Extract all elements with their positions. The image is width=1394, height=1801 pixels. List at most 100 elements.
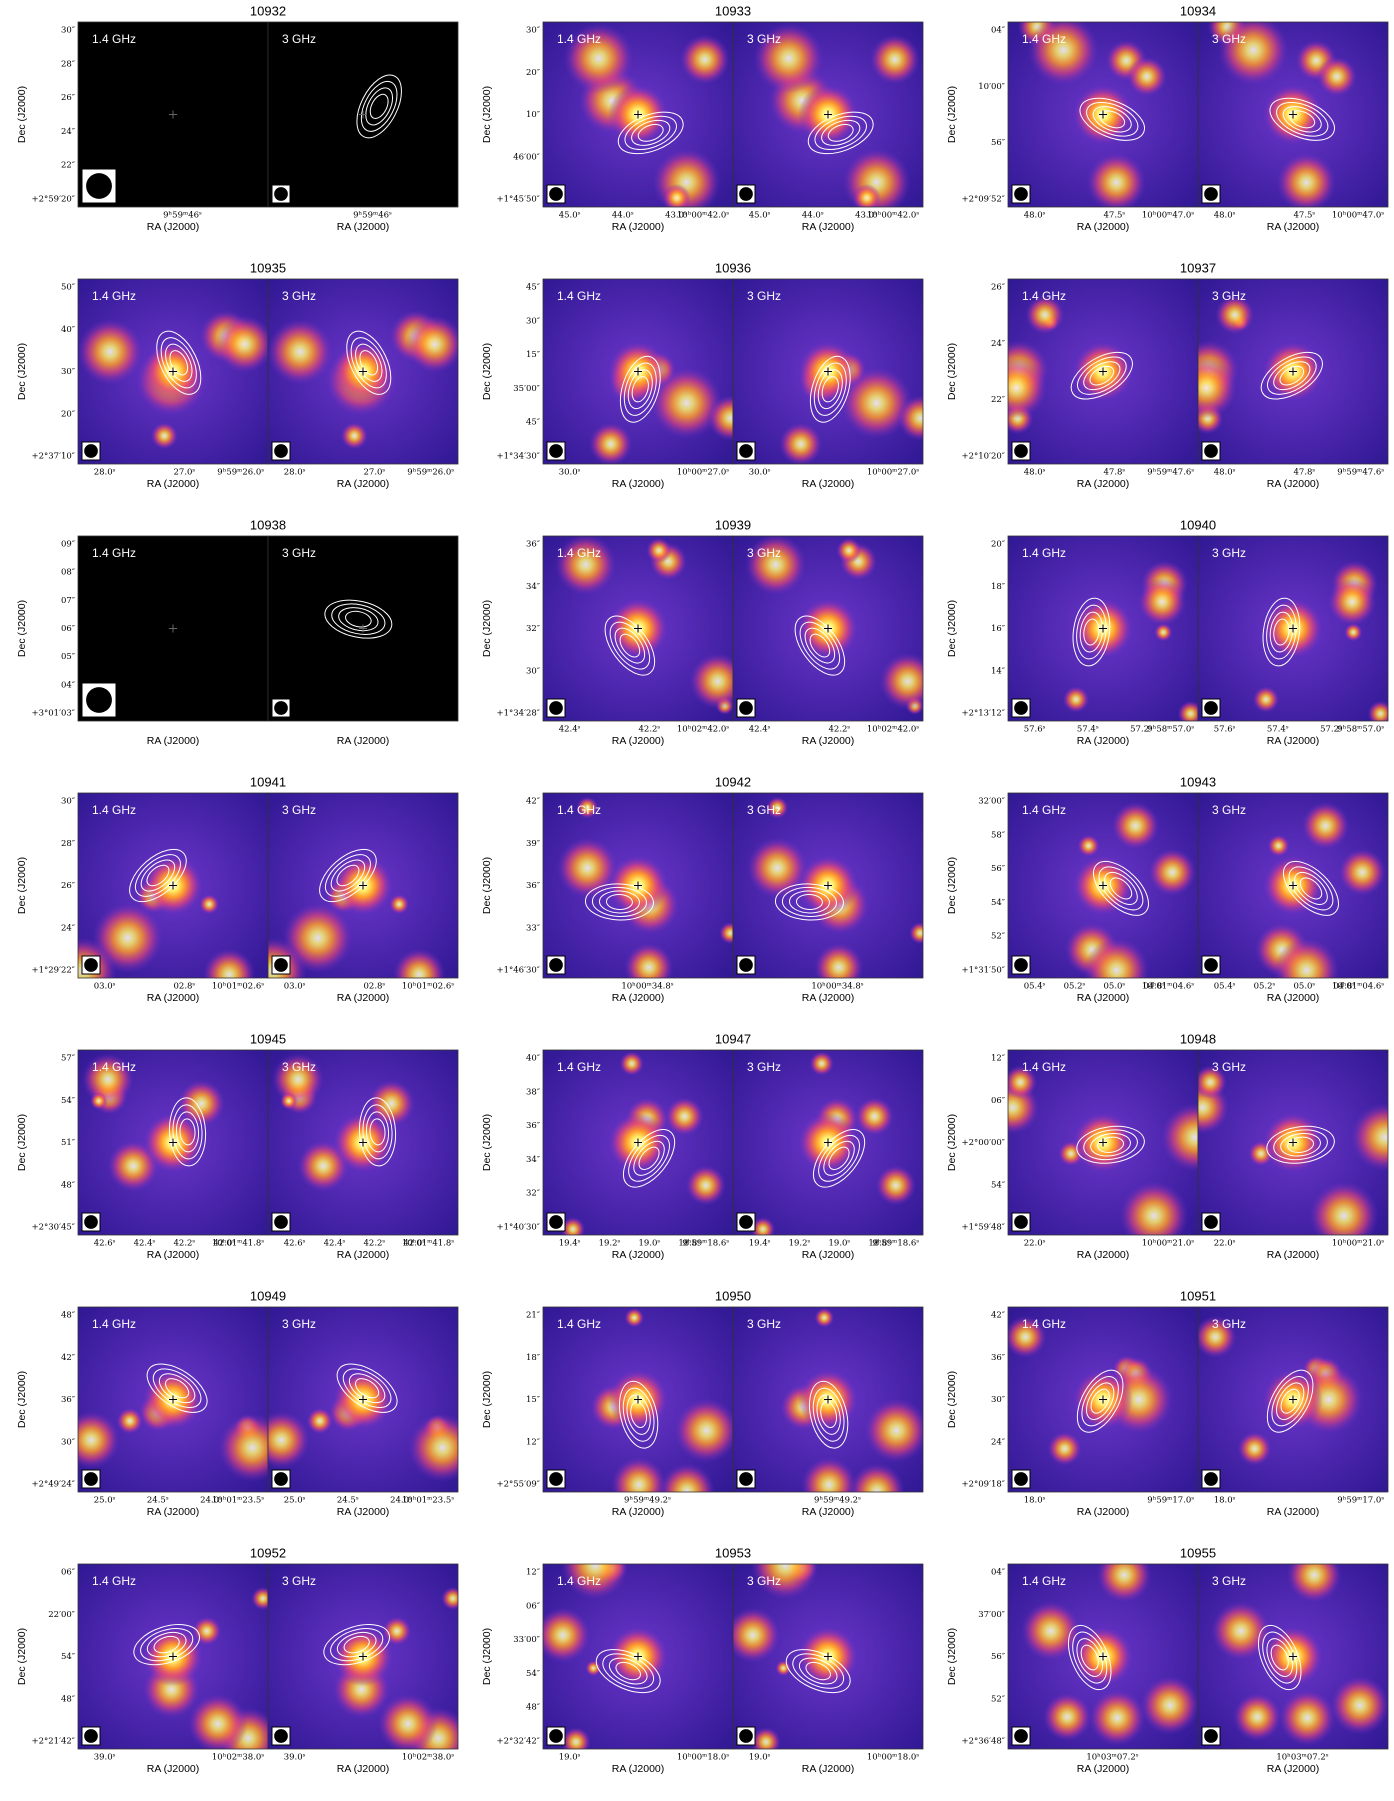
ra-tick-label: 42.2ˢ <box>364 1239 386 1249</box>
source-blob <box>560 1217 586 1235</box>
ra-tick-label: 48.0ˢ <box>1214 211 1236 221</box>
dec-tick-label: 20″ <box>526 68 540 78</box>
contour <box>817 369 843 410</box>
source-blob <box>1237 1431 1272 1466</box>
dec-tick-label: 07″ <box>61 596 75 606</box>
dec-tick-label: 12″ <box>526 1568 540 1578</box>
source-blob <box>646 537 672 564</box>
ra-tick-label: 43.0ˢ <box>855 211 877 221</box>
subpanel-frame <box>1197 1306 1389 1493</box>
contour <box>152 1368 202 1409</box>
beam <box>274 701 288 715</box>
dec-tick-label: 16″ <box>991 624 1005 634</box>
ra-tick-label: 47.8ˢ <box>1294 468 1316 478</box>
frequency-label: 3 GHz <box>282 289 316 303</box>
dec-tick-label: 04″ <box>991 26 1005 36</box>
panel-title: 10951 <box>1180 1288 1216 1303</box>
x-axis-label: RA (J2000) <box>1077 735 1130 747</box>
frequency-label: 1.4 GHz <box>557 289 601 303</box>
dec-tick-label: 30″ <box>526 666 540 676</box>
frequency-label: 1.4 GHz <box>557 803 601 817</box>
ra-tick-label: 04.8ˢ <box>1143 982 1165 992</box>
contour <box>324 599 393 639</box>
beam <box>1204 444 1218 458</box>
dec-tick-label: 04″ <box>61 680 75 690</box>
ra-tick-label: 10ʰ00ᵐ34.8ˢ <box>621 982 673 992</box>
subpanel <box>268 1050 458 1235</box>
subpanel-frame <box>732 1049 924 1236</box>
position-marker <box>1289 624 1297 633</box>
contour <box>1257 1624 1302 1691</box>
ra-tick-label: 10ʰ00ᵐ34.8ˢ <box>811 982 863 992</box>
dec-tick-label: 54″ <box>991 1180 1005 1190</box>
dec-tick-label: 15″ <box>526 1395 540 1405</box>
ra-tick-label: 10ʰ00ᵐ47.0ˢ <box>1142 211 1194 221</box>
source-blob <box>1008 1065 1038 1099</box>
source-blob <box>585 1660 602 1677</box>
source-blob <box>561 1564 629 1600</box>
ra-tick-label: 42.4ˢ <box>134 1239 156 1249</box>
contour <box>1081 1376 1119 1427</box>
source-blob <box>1062 686 1090 713</box>
source-blob <box>78 1411 120 1469</box>
x-axis-label: RA (J2000) <box>337 992 390 1004</box>
contour <box>348 1373 386 1404</box>
ra-tick-label: 10ʰ01ᵐ23.5ˢ <box>402 1496 454 1506</box>
source-blob <box>340 422 368 450</box>
x-axis-label: RA (J2000) <box>337 221 390 233</box>
contour <box>133 1624 200 1666</box>
panel-title: 10932 <box>250 3 286 18</box>
ra-tick-label: 10ʰ01ᵐ23.5ˢ <box>212 1496 264 1506</box>
contour <box>1283 860 1339 916</box>
subpanel-frame <box>732 278 924 465</box>
contour <box>1104 871 1138 905</box>
position-marker <box>359 1395 367 1404</box>
source-blob <box>1177 700 1198 721</box>
subpanel <box>543 793 733 978</box>
contour <box>637 123 664 142</box>
subpanel <box>1008 1050 1198 1235</box>
ra-tick-label: 57.6ˢ <box>1214 725 1236 735</box>
contour <box>809 355 851 423</box>
dec-tick-label: +1°45′50″ <box>496 195 540 205</box>
dec-tick-label: 18″ <box>991 582 1005 592</box>
beam <box>1014 1215 1028 1229</box>
contour <box>809 633 831 658</box>
dec-tick-label: +2°49′24″ <box>31 1480 75 1490</box>
contour <box>1282 106 1322 133</box>
x-axis-label: RA (J2000) <box>337 1506 390 1518</box>
beam <box>86 173 112 199</box>
source-blob <box>1077 834 1100 857</box>
contour <box>360 80 398 132</box>
beam <box>549 444 563 458</box>
dec-tick-label: +1°34′28″ <box>496 709 540 719</box>
position-marker <box>1289 1138 1297 1147</box>
contour <box>356 74 402 139</box>
dec-tick-label: +1°34′30″ <box>496 452 540 462</box>
source-blob <box>1211 1601 1271 1661</box>
frequency-label: 1.4 GHz <box>92 289 136 303</box>
contour <box>134 854 181 897</box>
position-marker <box>359 1138 367 1147</box>
source-blob <box>689 652 733 710</box>
source-blob <box>1096 1564 1152 1603</box>
contour <box>1092 106 1132 133</box>
position-marker <box>634 1652 642 1661</box>
contour <box>168 1097 207 1167</box>
dec-tick-label: 56″ <box>991 138 1005 148</box>
source-blob <box>1148 848 1196 896</box>
source-blob <box>543 1607 591 1663</box>
ra-tick-label: 24.5ˢ <box>147 1496 169 1506</box>
dec-tick-label: +2°09′52″ <box>961 195 1005 205</box>
dec-tick-label: 36″ <box>61 1395 75 1405</box>
contour <box>624 115 677 150</box>
position-marker <box>1289 110 1297 119</box>
y-axis-label: Dec (J2000) <box>946 1371 958 1428</box>
ra-tick-label: 44.0ˢ <box>802 211 824 221</box>
panel-title: 10955 <box>1180 1545 1216 1560</box>
contour <box>788 890 830 914</box>
position-marker <box>1289 881 1297 890</box>
position-marker <box>1099 1138 1107 1147</box>
contour <box>1280 1388 1300 1414</box>
ra-tick-label: 57.2ˢ <box>1320 725 1342 735</box>
